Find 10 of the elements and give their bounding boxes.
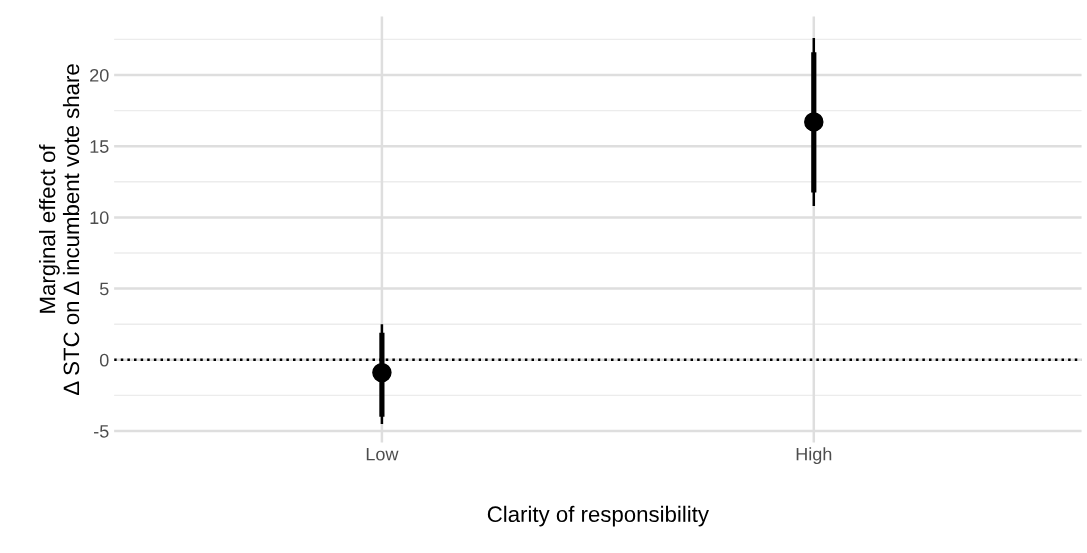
x-tick-label: Low [366,447,399,461]
x-axis-title: Clarity of responsibility [487,505,709,527]
y-tick-label: 5 [99,282,109,296]
y-axis-title: Marginal effect of Δ STC on Δ incumbent vote share [38,64,80,395]
x-tick-label: High [796,447,832,465]
y-tick-label: 10 [90,211,109,225]
y-tick-label: 20 [90,68,109,82]
y-tick-label: 0 [99,353,109,367]
y-tick-label: 15 [90,140,109,153]
y-tick-label: -5 [94,425,109,438]
